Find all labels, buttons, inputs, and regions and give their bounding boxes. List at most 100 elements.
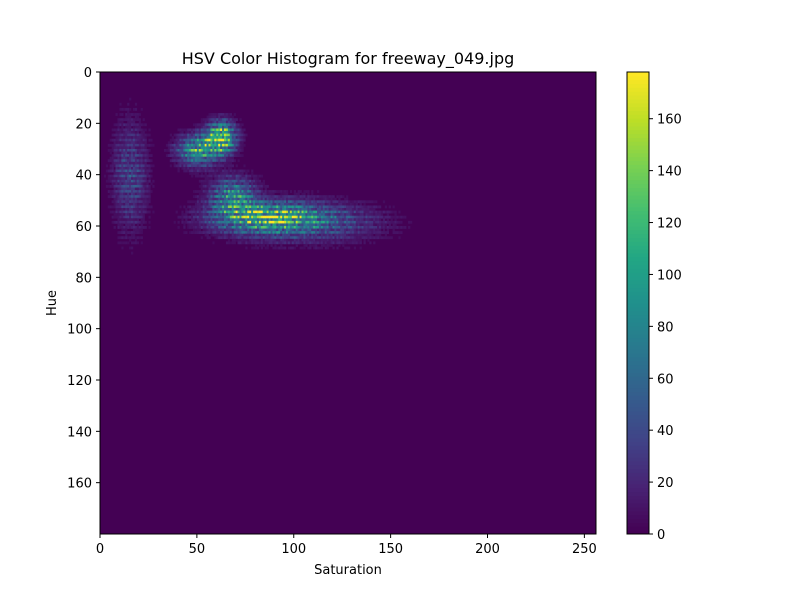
heatmap-cell <box>171 151 174 155</box>
heatmap-cell <box>200 143 203 147</box>
heatmap-cell <box>392 220 395 224</box>
heatmap-cell <box>152 184 155 188</box>
heatmap-cell <box>247 233 250 237</box>
heatmap-cell <box>379 228 382 232</box>
heatmap-cell <box>181 141 184 145</box>
heatmap-cell <box>113 149 116 152</box>
heatmap-cell <box>206 197 209 201</box>
heatmap-cell <box>255 226 258 229</box>
heatmap-cell <box>113 174 116 178</box>
heatmap-cell <box>208 226 211 229</box>
heatmap-cell <box>198 208 202 211</box>
heatmap-cell <box>260 197 264 201</box>
heatmap-cell <box>113 177 116 181</box>
heatmap-cell <box>398 220 401 224</box>
heatmap-cell <box>287 236 291 240</box>
heatmap-cell <box>253 218 256 222</box>
heatmap-cell <box>303 238 306 242</box>
heatmap-cell <box>142 179 145 183</box>
heatmap-cell <box>243 197 246 201</box>
heatmap-cell <box>315 243 318 247</box>
heatmap-cell <box>239 202 242 206</box>
heatmap-cell <box>222 190 225 193</box>
heatmap-cell <box>239 177 242 181</box>
heatmap-cell <box>144 149 147 152</box>
heatmap-cell <box>113 179 116 183</box>
heatmap-cell <box>222 133 225 137</box>
heatmap-cell <box>125 215 128 219</box>
heatmap-cell <box>125 169 128 173</box>
heatmap-cell <box>299 233 302 237</box>
heatmap-cell <box>229 115 233 119</box>
heatmap-cell <box>348 246 351 250</box>
heatmap-cell <box>357 210 360 214</box>
heatmap-cell <box>305 210 308 214</box>
heatmap-cell <box>214 195 217 199</box>
heatmap-cell <box>119 164 122 168</box>
heatmap-cell <box>351 226 355 229</box>
heatmap-cell <box>173 141 176 145</box>
heatmap-cell <box>237 174 240 178</box>
heatmap-cell <box>241 184 244 188</box>
heatmap-cell <box>123 208 126 211</box>
heatmap-cell <box>214 141 217 145</box>
heatmap-cell <box>125 177 128 181</box>
heatmap-cell <box>212 197 215 201</box>
heatmap-cell <box>258 218 262 222</box>
heatmap-cell <box>255 187 258 191</box>
heatmap-cell <box>181 149 184 152</box>
heatmap-cell <box>233 149 236 152</box>
colorbar-segment <box>627 460 649 466</box>
heatmap-cell <box>307 210 310 214</box>
heatmap-cell <box>229 210 233 214</box>
heatmap-cell <box>289 233 293 237</box>
heatmap-cell <box>220 161 223 165</box>
heatmap-cell <box>260 241 264 245</box>
heatmap-cell <box>340 228 343 232</box>
heatmap-cell <box>318 215 322 219</box>
heatmap-cell <box>117 218 120 222</box>
heatmap-cell <box>328 205 331 209</box>
heatmap-cell <box>359 200 362 204</box>
heatmap-cell <box>351 210 355 214</box>
heatmap-cell <box>274 241 277 245</box>
colorbar-segment <box>627 210 649 215</box>
heatmap-cell <box>233 141 236 145</box>
heatmap-cell <box>231 226 234 229</box>
heatmap-cell <box>282 213 285 217</box>
heatmap-cell <box>216 164 219 168</box>
heatmap-cell <box>224 210 227 214</box>
heatmap-cell <box>264 218 267 222</box>
heatmap-cell <box>266 220 269 224</box>
heatmap-cell <box>224 202 227 206</box>
heatmap-cell <box>258 190 262 193</box>
heatmap-cell <box>330 213 333 217</box>
heatmap-cell <box>142 131 145 134</box>
heatmap-cell <box>218 146 221 150</box>
heatmap-cell <box>146 195 149 199</box>
heatmap-cell <box>318 218 322 222</box>
heatmap-cell <box>340 195 343 199</box>
heatmap-cell <box>264 231 267 234</box>
heatmap-cell <box>196 197 200 201</box>
heatmap-cell <box>229 149 233 152</box>
heatmap-cell <box>249 223 252 227</box>
heatmap-cell <box>200 133 203 137</box>
heatmap-cell <box>202 136 205 140</box>
heatmap-cell <box>107 205 110 209</box>
heatmap-cell <box>212 138 215 142</box>
heatmap-cell <box>398 210 401 214</box>
heatmap-cell <box>134 220 138 224</box>
heatmap-cell <box>191 223 194 227</box>
heatmap-cell <box>119 143 122 147</box>
heatmap-cell <box>111 177 114 181</box>
heatmap-cell <box>233 174 236 178</box>
heatmap-cell <box>115 141 118 145</box>
heatmap-cell <box>183 231 186 234</box>
heatmap-cell <box>301 233 304 237</box>
heatmap-cell <box>132 166 136 170</box>
heatmap-cell <box>299 195 302 199</box>
heatmap-cell <box>268 195 271 199</box>
heatmap-cell <box>142 138 145 142</box>
heatmap-cell <box>274 231 277 234</box>
